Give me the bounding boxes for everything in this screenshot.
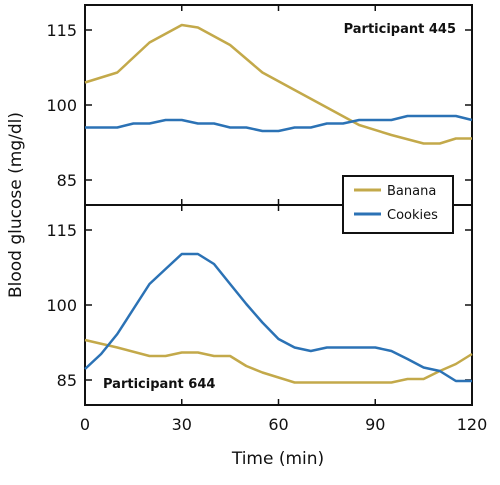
panel-frame [84,204,473,406]
series-line-cookies [85,114,473,133]
y-tick-label: 100 [46,96,77,115]
x-axis: 0 30 60 90 120 [80,415,487,434]
y-tick-label: 85 [57,171,77,190]
participant-label: Participant 644 [103,377,215,392]
series-line-banana [84,338,473,384]
participant-label: Participant 445 [344,22,456,37]
y-tick-label: 100 [46,296,77,315]
legend-label-banana: Banana [387,184,436,199]
legend-label-cookies: Cookies [387,208,438,223]
series-line-cookies [84,252,472,383]
x-tick-label: 90 [365,415,385,434]
legend: Banana Cookies [342,175,454,234]
x-tick-label: 30 [172,415,192,434]
x-tick-label: 0 [80,415,90,434]
y-axis-label: Blood glucose (mg/dl) [6,112,26,298]
x-tick-label: 60 [268,415,288,434]
legend-box [342,175,454,234]
x-tick-label: 120 [457,415,488,434]
series-line-banana [84,23,472,145]
panel-participant-644: 85 100 115 Participant 644 [46,204,473,406]
y-tick-label: 85 [57,371,77,390]
x-axis-label: Time (min) [231,449,324,469]
y-tick-label: 115 [46,21,77,40]
y-tick-label: 115 [46,221,77,240]
